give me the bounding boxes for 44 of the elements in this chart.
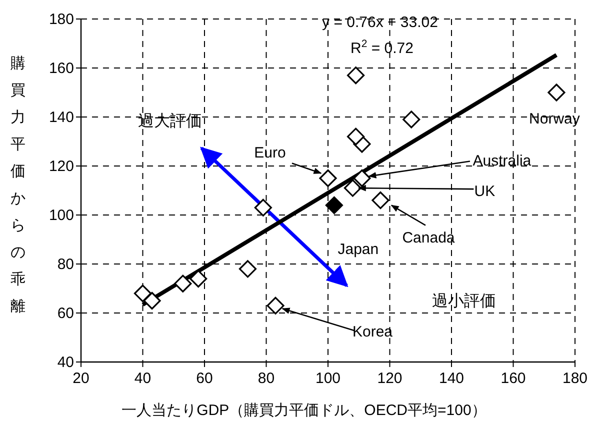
x-axis-title: 一人当たりGDP（購買力平価ドル、OECD平均=100） xyxy=(122,402,486,419)
y-tick-label: 160 xyxy=(48,60,74,77)
x-tick-label: 180 xyxy=(562,370,588,387)
y-tick-label: 180 xyxy=(48,11,74,28)
x-tick-label: 80 xyxy=(258,370,275,387)
y-tick-label: 80 xyxy=(57,256,74,273)
x-tick-label: 140 xyxy=(438,370,464,387)
annotation: Euro xyxy=(254,144,286,162)
annotation: R$^{2}$ = 0.72 xyxy=(350,38,414,57)
point xyxy=(190,270,208,288)
x-tick-label: 120 xyxy=(377,370,402,387)
x-tick-label: 20 xyxy=(72,370,90,387)
point xyxy=(254,198,272,216)
x-tick-label: 100 xyxy=(315,370,341,387)
point xyxy=(143,292,161,310)
y-tick-label: 120 xyxy=(48,158,74,175)
point xyxy=(266,296,284,314)
y-tick-label: 40 xyxy=(57,354,74,371)
point xyxy=(548,84,566,102)
annotation: Canada xyxy=(402,229,456,246)
point xyxy=(353,169,371,188)
y-tick-label: 60 xyxy=(57,305,74,322)
annotation: 過大評価 xyxy=(138,112,202,130)
point xyxy=(134,284,152,302)
point xyxy=(372,192,390,210)
annotation: Japan xyxy=(338,241,379,258)
y-tick-label: 140 xyxy=(48,109,74,126)
annotation: Korea xyxy=(352,324,394,341)
point xyxy=(344,179,362,197)
x-tick-label: 60 xyxy=(196,370,213,387)
x-tick-label: 160 xyxy=(500,370,526,387)
annotation: Australia xyxy=(472,152,532,170)
point xyxy=(346,66,365,84)
point xyxy=(174,274,192,292)
y-tick-label: 100 xyxy=(48,207,74,224)
point xyxy=(238,260,257,278)
annotation: 過小評価 xyxy=(432,292,496,310)
annotation: UK xyxy=(474,183,496,200)
x-tick-label: 40 xyxy=(134,370,152,387)
y-axis-title: 購買力平価からの乖離 xyxy=(10,55,26,315)
point xyxy=(346,128,365,146)
point xyxy=(325,196,343,214)
point xyxy=(402,110,420,128)
point xyxy=(319,169,337,188)
